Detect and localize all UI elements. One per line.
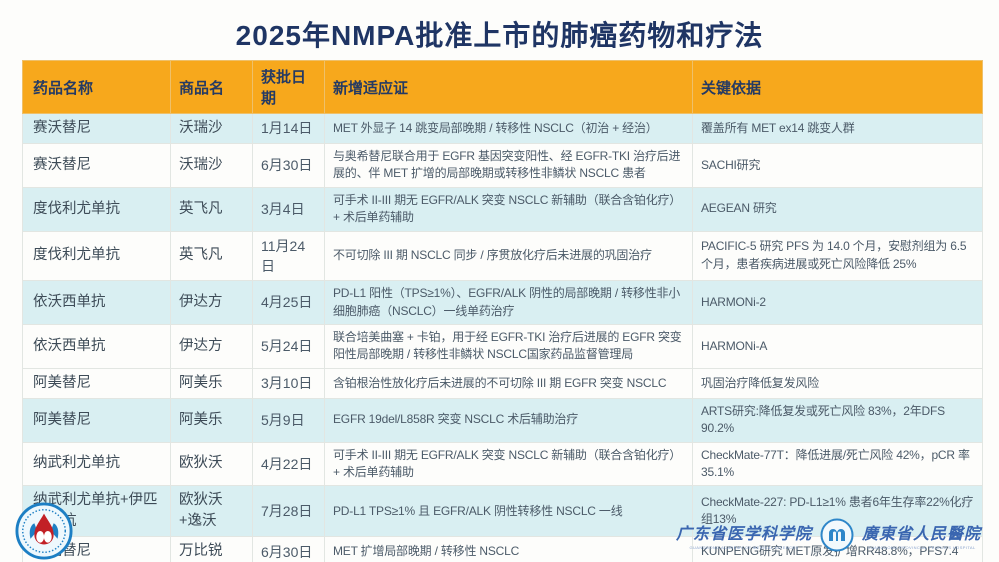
cell-drug: 依沃西单抗 <box>22 323 171 369</box>
table-row: 赛沃替尼 沃瑞沙 6月30日 与奥希替尼联合用于 EGFR 基因突变阳性、经 EGFR… <box>22 143 983 188</box>
cell-indication: MET 扩增局部晚期 / 转移性 NSCLC <box>324 536 693 562</box>
cell-date: 6月30日 <box>252 143 325 188</box>
cell-indication: MET 外显子 14 跳变局部晚期 / 转移性 NSCLC（初治 + 经治） <box>324 112 693 145</box>
org-hospital-name: 廣東省人民醫院 <box>861 526 981 543</box>
cell-indication: 不可切除 III 期 NSCLC 同步 / 序贯放化疗后未进展的巩固治疗 <box>324 230 693 282</box>
cell-brand: 万比锐 <box>170 536 253 562</box>
hospital-emblem-icon <box>15 502 73 560</box>
cell-indication: 可手术 II-III 期无 EGFR/ALK 突变 NSCLC 新辅助（联合含铂… <box>324 186 693 232</box>
column-header: 药品名称 <box>22 60 171 114</box>
cell-date: 5月24日 <box>252 323 325 369</box>
table-header-row: 药品名称 商品名 获批日期 新增适应证 关键依据 <box>22 60 983 114</box>
table-row: 阿美替尼 阿美乐 5月9日 EGFR 19del/L858R 突变 NSCLC 术后辅… <box>22 397 983 443</box>
column-header: 商品名 <box>170 60 253 114</box>
drug-approval-table: 药品名称 商品名 获批日期 新增适应证 关键依据 赛沃替尼 沃瑞沙 1月14日 MET 外显子… <box>22 60 983 562</box>
table-row: 依沃西单抗 伊达方 4月25日 PD-L1 阳性（TPS≥1%）、EGFR/ALK 阴… <box>22 280 983 325</box>
cell-evidence: ARTS研究:降低复发或死亡风险 83%，2年DFS 90.2% <box>692 397 983 443</box>
cell-date: 5月9日 <box>252 397 325 443</box>
cell-indication: 含铂根治性放化疗后未进展的不可切除 III 期 EGFR 突变 NSCLC <box>324 367 693 399</box>
org-academy-subtitle: GUANGDONG ACADEMY OF MEDICAL SCIENCES <box>689 545 799 550</box>
cell-evidence: SACHI研究 <box>692 143 983 188</box>
cell-brand: 欧狄沃+逸沃 <box>170 485 253 538</box>
cell-drug: 阿美替尼 <box>22 367 171 399</box>
column-header: 关键依据 <box>692 60 983 114</box>
cell-date: 6月30日 <box>252 536 325 562</box>
cell-evidence: 巩固治疗降低复发风险 <box>692 367 983 399</box>
page-title: 2025年NMPA批准上市的肺癌药物和疗法 <box>235 20 764 51</box>
cell-brand: 沃瑞沙 <box>170 143 253 188</box>
cell-brand: 伊达方 <box>170 280 253 325</box>
cell-evidence: CheckMate-77T：降低进展/死亡风险 42%，pCR 率 35.1% <box>692 441 983 487</box>
table-body: 赛沃替尼 沃瑞沙 1月14日 MET 外显子 14 跳变局部晚期 / 转移性 NSCL… <box>22 112 983 562</box>
footer: 广东省医学科学院 GUANGDONG ACADEMY OF MEDICAL SC… <box>0 502 999 562</box>
cell-brand: 伊达方 <box>170 323 253 369</box>
hospital-logo-icon <box>820 518 854 552</box>
footer-organizations: 广东省医学科学院 GUANGDONG ACADEMY OF MEDICAL SC… <box>676 518 981 552</box>
cell-drug: 赛沃替尼 <box>22 112 171 145</box>
cell-evidence: HARMONi-A <box>692 323 983 369</box>
table-row: 依沃西单抗 伊达方 5月24日 联合培美曲塞 + 卡铂，用于经 EGFR-TKI 治疗… <box>22 323 983 369</box>
cell-drug: 纳武利尤单抗 <box>22 441 171 487</box>
org-academy: 广东省医学科学院 GUANGDONG ACADEMY OF MEDICAL SC… <box>676 520 812 550</box>
table-row: 度伐利尤单抗 英飞凡 11月24日 不可切除 III 期 NSCLC 同步 / 序贯放… <box>22 230 983 282</box>
cell-date: 7月28日 <box>252 485 325 538</box>
cell-date: 3月4日 <box>252 186 325 232</box>
table-row: 阿美替尼 阿美乐 3月10日 含铂根治性放化疗后未进展的不可切除 III 期 EGFR… <box>22 367 983 399</box>
cell-indication: 联合培美曲塞 + 卡铂，用于经 EGFR-TKI 治疗后进展的 EGFR 突变阳… <box>324 323 693 369</box>
cell-indication: PD-L1 阳性（TPS≥1%）、EGFR/ALK 阴性的局部晚期 / 转移性非… <box>324 280 693 325</box>
cell-indication: EGFR 19del/L858R 突变 NSCLC 术后辅助治疗 <box>324 397 693 443</box>
cell-evidence: HARMONi-2 <box>692 280 983 325</box>
cell-date: 3月10日 <box>252 367 325 399</box>
table-row: 赛沃替尼 沃瑞沙 1月14日 MET 外显子 14 跳变局部晚期 / 转移性 NSCL… <box>22 112 983 145</box>
cell-indication: PD-L1 TPS≥1% 且 EGFR/ALK 阴性转移性 NSCLC 一线 <box>324 485 693 538</box>
table-row: 纳武利尤单抗 欧狄沃 4月22日 可手术 II-III 期无 EGFR/ALK 突变 … <box>22 441 983 487</box>
org-academy-name: 广东省医学科学院 <box>675 526 812 543</box>
cell-indication: 与奥希替尼联合用于 EGFR 基因突变阳性、经 EGFR-TKI 治疗后进展的、… <box>324 143 693 188</box>
table-row: 度伐利尤单抗 英飞凡 3月4日 可手术 II-III 期无 EGFR/ALK 突变 N… <box>22 186 983 232</box>
cell-drug: 度伐利尤单抗 <box>22 186 171 232</box>
cell-date: 1月14日 <box>252 112 325 145</box>
cell-date: 11月24日 <box>252 230 325 282</box>
cell-evidence: 覆盖所有 MET ex14 跳变人群 <box>692 112 983 145</box>
cell-brand: 阿美乐 <box>170 367 253 399</box>
cell-date: 4月22日 <box>252 441 325 487</box>
org-hospital: 廣東省人民醫院 GUANGDONG PROVINCIAL PEOPLE'S HO… <box>862 520 981 550</box>
cell-date: 4月25日 <box>252 280 325 325</box>
cell-brand: 欧狄沃 <box>170 441 253 487</box>
cell-brand: 阿美乐 <box>170 397 253 443</box>
cell-drug: 阿美替尼 <box>22 397 171 443</box>
cell-drug: 依沃西单抗 <box>22 280 171 325</box>
cell-brand: 英飞凡 <box>170 186 253 232</box>
cell-drug: 赛沃替尼 <box>22 143 171 188</box>
cell-indication: 可手术 II-III 期无 EGFR/ALK 突变 NSCLC 新辅助（联合含铂… <box>324 441 693 487</box>
cell-evidence: PACIFIC-5 研究 PFS 为 14.0 个月，安慰剂组为 6.5 个月，… <box>692 230 983 282</box>
column-header: 获批日期 <box>252 60 325 114</box>
cell-evidence: AEGEAN 研究 <box>692 186 983 232</box>
cell-brand: 英飞凡 <box>170 230 253 282</box>
column-header: 新增适应证 <box>324 60 693 114</box>
org-hospital-subtitle: GUANGDONG PROVINCIAL PEOPLE'S HOSPITAL <box>867 545 976 550</box>
cell-brand: 沃瑞沙 <box>170 112 253 145</box>
cell-drug: 度伐利尤单抗 <box>22 230 171 282</box>
